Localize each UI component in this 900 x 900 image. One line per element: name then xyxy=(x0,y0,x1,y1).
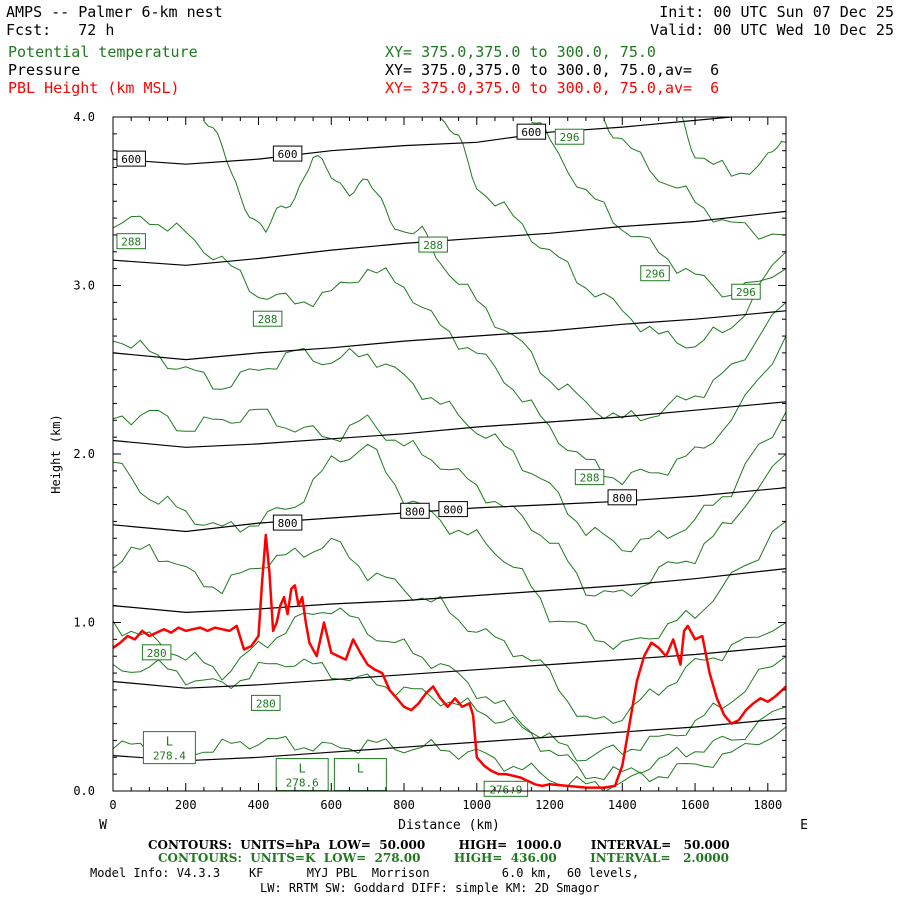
theta-contour-label-box xyxy=(731,283,761,300)
y-tick-label: 0.0 xyxy=(73,784,95,798)
theta-contour-label-box xyxy=(418,236,448,253)
field-pressure-xy: XY= 375.0,375.0 to 300.0, 75.0,av= 6 xyxy=(385,61,720,79)
pressure-contour-750 xyxy=(113,401,786,448)
low-center-letter: L xyxy=(299,762,306,776)
theta-contour-label: 276.9 xyxy=(489,783,522,796)
pressure-contour-900 xyxy=(113,645,786,689)
y-tick-label: 3.0 xyxy=(73,279,95,293)
x-tick-label: 600 xyxy=(320,798,342,812)
pressure-contour-label-box xyxy=(438,501,468,518)
low-center-value: 278.4 xyxy=(153,750,186,763)
theta-contour-line xyxy=(113,339,786,553)
theta-contour-line xyxy=(203,121,786,422)
pressure-contour-600 xyxy=(113,117,738,165)
theta-contour-label-box xyxy=(252,310,283,327)
pbl-height-line xyxy=(113,533,786,789)
theta-contour-label-box xyxy=(141,644,172,661)
theta-contour-label-box xyxy=(640,265,670,282)
pressure-contour-950 xyxy=(113,717,786,762)
x-tick-label: 1800 xyxy=(753,798,782,812)
theta-contour-label-box xyxy=(251,694,281,711)
theta-contour-line xyxy=(603,119,786,240)
theta-contour-info: CONTOURS: UNITS=K LOW= 278.00 HIGH= 436.… xyxy=(158,851,729,865)
theta-contour-line xyxy=(113,726,786,791)
theta-contour-line xyxy=(681,117,786,177)
chart-title: AMPS -- Palmer 6-km nest xyxy=(6,3,223,21)
theta-contour-line xyxy=(113,215,786,486)
low-center-letter: L xyxy=(166,735,173,749)
x-tick-label: 1000 xyxy=(462,798,491,812)
pressure-contour-label: 800 xyxy=(405,505,425,518)
low-center-box xyxy=(333,758,387,792)
theta-contour-label: 288 xyxy=(121,236,141,249)
field-pbl-xy: XY= 375.0,375.0 to 300.0, 75.0,av= 6 xyxy=(385,79,720,97)
low-center-box xyxy=(142,731,196,765)
pressure-contour-label-box xyxy=(272,514,303,531)
y-tick-label: 4.0 xyxy=(73,110,95,124)
pressure-contour-label-box xyxy=(116,150,146,167)
theta-contour-label: 296 xyxy=(645,268,665,281)
low-center-box xyxy=(275,758,329,792)
model-info: Model Info: V4.3.3 KF MYJ PBL Morrison 6… xyxy=(90,866,640,880)
y-tick-label: 1.0 xyxy=(73,616,95,630)
y-tick-label: 2.0 xyxy=(73,447,95,461)
pressure-contour-label: 600 xyxy=(278,148,298,161)
pressure-contour-label: 800 xyxy=(612,492,632,505)
pressure-contour-label: 800 xyxy=(278,517,298,530)
plot-frame xyxy=(112,116,787,792)
low-center-value: 278.6 xyxy=(286,777,319,790)
east-label: E xyxy=(800,818,808,833)
pressure-contour-label: 600 xyxy=(121,153,141,166)
pressure-contour-650 xyxy=(113,210,786,266)
x-tick-label: 0 xyxy=(109,798,116,812)
theta-contour-line xyxy=(440,117,786,349)
x-axis-label: Distance (km) xyxy=(398,818,500,833)
theta-contour-label: 288 xyxy=(423,239,443,252)
theta-contour-label: 288 xyxy=(580,472,600,485)
theta-contour-label-box xyxy=(574,469,605,486)
theta-contour-label-box xyxy=(116,233,146,250)
x-tick-label: 1600 xyxy=(681,798,710,812)
x-tick-label: 200 xyxy=(175,798,197,812)
low-center-letter: L xyxy=(357,762,364,776)
theta-contour-label-box xyxy=(483,780,529,797)
pressure-contour-700 xyxy=(113,310,786,361)
theta-contour-line xyxy=(113,443,786,650)
theta-contour-line xyxy=(113,537,786,724)
pressure-contour-label-box xyxy=(272,145,303,162)
field-theta-name: Potential temperature xyxy=(8,43,198,61)
pressure-contour-850 xyxy=(113,568,786,614)
theta-contour-line xyxy=(113,607,786,762)
theta-contour-label: 288 xyxy=(258,313,278,326)
theta-contour-label: 280 xyxy=(147,647,167,660)
field-pbl-name: PBL Height (km MSL) xyxy=(8,79,180,97)
theta-contour-label-box xyxy=(554,128,585,145)
x-tick-label: 400 xyxy=(248,798,270,812)
theta-contour-label: 296 xyxy=(560,131,580,144)
theta-contour-line xyxy=(113,408,786,598)
west-label: W xyxy=(99,818,107,833)
forecast-hour: Fcst: 72 h xyxy=(6,21,115,39)
field-pressure-name: Pressure xyxy=(8,61,81,79)
model-info-physics: LW: RRTM SW: Goddard DIFF: simple KM: 2D… xyxy=(260,881,600,895)
pressure-contour-label-box xyxy=(516,123,547,140)
pressure-contour-info: CONTOURS: UNITS=hPa LOW= 50.000 HIGH= 10… xyxy=(148,838,730,852)
pressure-contour-label-box xyxy=(400,502,430,519)
x-tick-label: 1200 xyxy=(535,798,564,812)
x-tick-label: 1400 xyxy=(608,798,637,812)
pressure-contour-label: 600 xyxy=(521,126,541,139)
theta-contour-label: 280 xyxy=(256,697,276,710)
valid-time: Valid: 00 UTC Wed 10 Dec 25 xyxy=(650,21,894,39)
theta-contour-line xyxy=(113,658,786,781)
init-time: Init: 00 UTC Sun 07 Dec 25 xyxy=(659,3,894,21)
y-axis-label: Height (km) xyxy=(49,414,63,493)
pressure-contour-label-box xyxy=(607,489,638,506)
field-theta-xy: XY= 375.0,375.0 to 300.0, 75.0 xyxy=(385,43,656,61)
pressure-contour-label: 800 xyxy=(443,504,463,517)
theta-contour-label: 296 xyxy=(736,286,756,299)
x-tick-label: 800 xyxy=(393,798,415,812)
theta-contour-line xyxy=(531,121,786,298)
